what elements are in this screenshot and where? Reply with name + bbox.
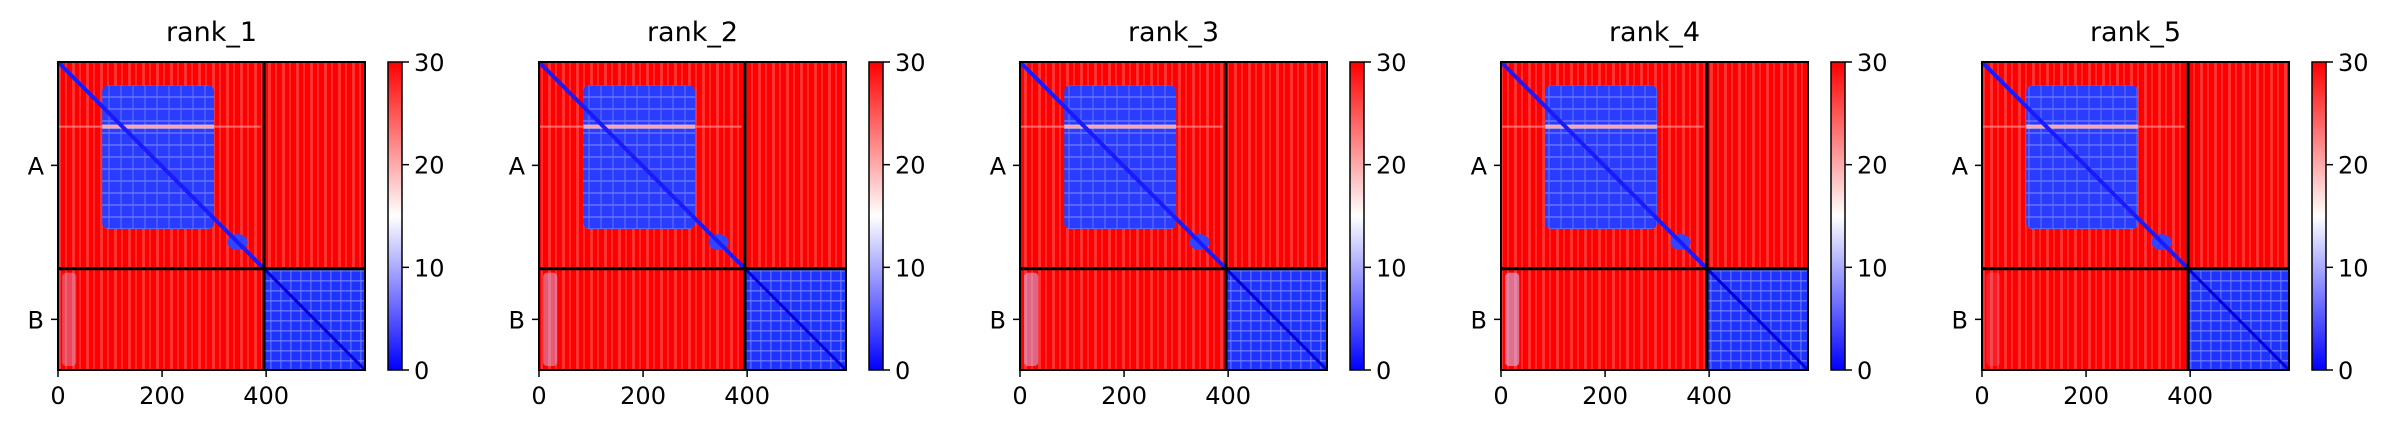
- panel-title: rank_2: [647, 17, 738, 48]
- self-diagonal-a: [1980, 60, 2190, 271]
- panel-rank_1: rank_1 A B 0 200 400 0 10 20 30: [28, 17, 445, 410]
- chain-a-loop-line: [58, 125, 261, 128]
- colorbar-tick-label: 10: [414, 254, 445, 282]
- x-tick-label: 400: [1686, 382, 1732, 410]
- chain-a-loop-line: [1020, 125, 1223, 128]
- self-diagonal-b: [262, 267, 367, 372]
- panel-rank_2: rank_2 A B 0 200 400 0 10 20 30: [509, 17, 926, 410]
- y-tick-label: A: [509, 152, 526, 180]
- y-tick-label: B: [1471, 306, 1487, 334]
- colorbar: [387, 61, 403, 371]
- colorbar-tick-label: 0: [2338, 357, 2353, 385]
- panel-title: rank_4: [1609, 17, 1700, 48]
- heatmap-frame: [1500, 61, 1809, 371]
- x-tick-label: 0: [531, 382, 546, 410]
- x-tick-label: 400: [724, 382, 770, 410]
- chain-a-confident-block: [583, 85, 696, 230]
- colorbar-tick-label: 0: [414, 357, 429, 385]
- chain-b-interface-stripe: [1986, 272, 2001, 366]
- colorbar-tick-label: 10: [1857, 254, 1888, 282]
- chain-a-confident-block: [102, 85, 215, 230]
- colorbar-tick-label: 0: [895, 357, 910, 385]
- x-tick-label: 0: [50, 382, 65, 410]
- chain-b-interface-stripe: [1024, 272, 1039, 366]
- heatmap-frame: [538, 61, 847, 371]
- chain-b-interface-stripe: [62, 272, 77, 366]
- x-tick-label: 0: [1493, 382, 1508, 410]
- x-tick-label: 0: [1012, 382, 1027, 410]
- y-tick-label: B: [509, 306, 525, 334]
- self-diagonal-a: [1018, 60, 1228, 271]
- colorbar-tick-label: 30: [895, 49, 926, 77]
- colorbar: [2311, 61, 2327, 371]
- chain-a-loop-line: [1501, 125, 1704, 128]
- chain-b-interface-stripe: [543, 272, 558, 366]
- colorbar-tick-label: 30: [1857, 49, 1888, 77]
- x-tick-label: 0: [1974, 382, 1989, 410]
- colorbar-tick-label: 20: [2338, 152, 2369, 180]
- x-tick-label: 200: [1101, 382, 1147, 410]
- colorbar-tick-label: 30: [414, 49, 445, 77]
- y-tick-label: B: [28, 306, 44, 334]
- x-tick-label: 400: [1205, 382, 1251, 410]
- self-diagonal-b: [2186, 267, 2291, 372]
- chain-a-loop-line: [1982, 125, 2185, 128]
- colorbar: [868, 61, 884, 371]
- colorbar-tick-label: 10: [2338, 254, 2369, 282]
- colorbar-tick-label: 20: [414, 152, 445, 180]
- self-diagonal-a: [1499, 60, 1709, 271]
- self-diagonal-b: [743, 267, 848, 372]
- x-tick-label: 400: [243, 382, 289, 410]
- y-tick-label: B: [990, 306, 1006, 334]
- colorbar-tick-label: 10: [895, 254, 926, 282]
- y-tick-label: A: [990, 152, 1007, 180]
- colorbar-tick-label: 10: [1376, 254, 1407, 282]
- colorbar-tick-label: 30: [2338, 49, 2369, 77]
- colorbar-tick-label: 0: [1857, 357, 1872, 385]
- self-diagonal-b: [1705, 267, 1810, 372]
- colorbar: [1349, 61, 1365, 371]
- panel-title: rank_5: [2090, 17, 2181, 48]
- self-diagonal-a: [537, 60, 747, 271]
- x-tick-label: 200: [1582, 382, 1628, 410]
- heatmap-frame: [57, 61, 366, 371]
- y-tick-label: A: [1471, 152, 1488, 180]
- x-tick-label: 200: [2063, 382, 2109, 410]
- self-diagonal-b: [1224, 267, 1329, 372]
- colorbar-tick-label: 30: [1376, 49, 1407, 77]
- chain-a-loop-line: [539, 125, 742, 128]
- heatmap-frame: [1019, 61, 1328, 371]
- chain-b-interface-stripe: [1505, 272, 1520, 366]
- y-tick-label: A: [28, 152, 45, 180]
- colorbar-tick-label: 0: [1376, 357, 1391, 385]
- panel-title: rank_3: [1128, 17, 1219, 48]
- chain-a-confident-block: [1545, 85, 1658, 230]
- panel-title: rank_1: [166, 17, 257, 48]
- y-tick-label: B: [1952, 306, 1968, 334]
- colorbar-tick-label: 20: [895, 152, 926, 180]
- chain-a-confident-block: [2026, 85, 2139, 230]
- x-tick-label: 200: [139, 382, 185, 410]
- panel-rank_4: rank_4 A B 0 200 400 0 10 20 30: [1471, 17, 1888, 410]
- x-tick-label: 400: [2167, 382, 2213, 410]
- heatmap-frame: [1981, 61, 2290, 371]
- chain-a-confident-block: [1064, 85, 1177, 230]
- colorbar-tick-label: 20: [1857, 152, 1888, 180]
- x-tick-label: 200: [620, 382, 666, 410]
- colorbar-tick-label: 20: [1376, 152, 1407, 180]
- y-tick-label: A: [1952, 152, 1969, 180]
- self-diagonal-a: [56, 60, 266, 271]
- panel-rank_3: rank_3 A B 0 200 400 0 10 20 30: [990, 17, 1407, 410]
- panel-rank_5: rank_5 A B 0 200 400 0 10 20 30: [1952, 17, 2369, 410]
- colorbar: [1830, 61, 1846, 371]
